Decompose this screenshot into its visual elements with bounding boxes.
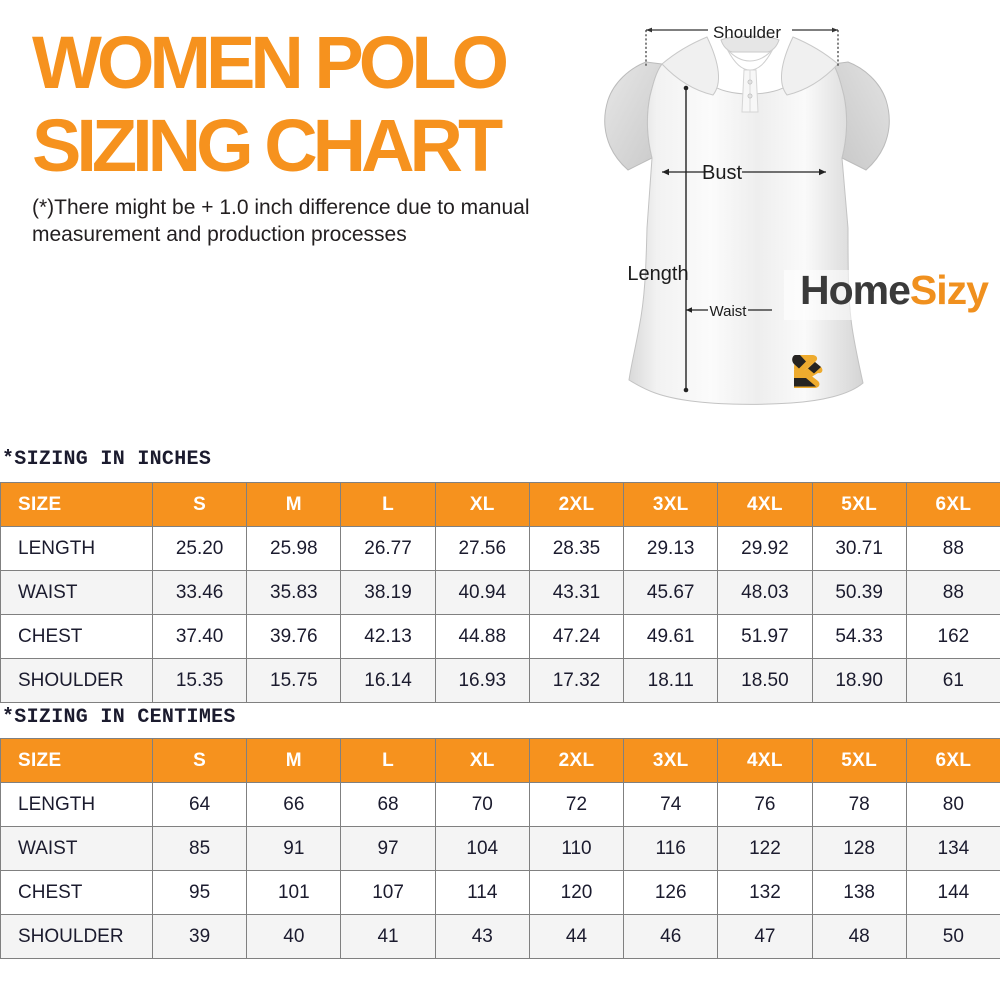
svg-text:Bust: Bust (702, 162, 742, 184)
svg-text:Shoulder: Shoulder (713, 23, 781, 42)
svg-text:Length: Length (627, 263, 688, 285)
svg-text:Waist: Waist (710, 303, 748, 320)
